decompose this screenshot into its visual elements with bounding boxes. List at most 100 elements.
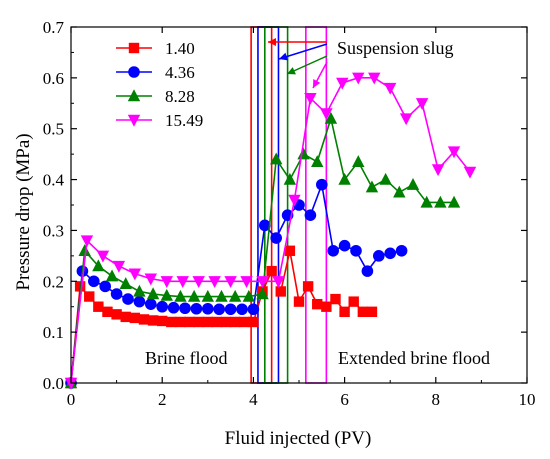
series-3-point-14 — [288, 194, 301, 207]
series-1-point-25 — [350, 244, 362, 257]
series-0-point-32 — [357, 306, 369, 317]
series-0-point-23 — [275, 286, 286, 297]
series-line-3 — [70, 77, 471, 384]
series-3-point-22 — [415, 98, 429, 110]
series-3-point-25 — [463, 166, 477, 179]
suspension-box-0 — [250, 26, 273, 384]
suspension-box-3 — [305, 26, 328, 384]
x-tick-label-0: 0 — [67, 390, 76, 409]
series-3-point-18 — [352, 72, 365, 85]
arrow-red — [268, 38, 327, 46]
suspension-slug-label: Suspension slug — [337, 38, 454, 58]
series-1-point-3 — [99, 280, 111, 293]
series-0-point-4 — [102, 306, 113, 317]
series-0-point-30 — [339, 306, 350, 317]
series-2-point-12 — [228, 289, 242, 302]
series-3-point-0 — [64, 377, 78, 390]
series-1-point-5 — [122, 293, 134, 305]
series-2-point-25 — [406, 177, 420, 190]
x-axis-title: Fluid injected (PV) — [225, 428, 372, 449]
series-1-point-4 — [110, 288, 123, 300]
arrow-blue — [278, 43, 328, 61]
series-0-point-20 — [248, 316, 259, 328]
series-1-point-24 — [338, 239, 351, 252]
legend: 1.40 4.36 8.28 15.49 — [116, 39, 203, 130]
series-0-point-13 — [184, 316, 195, 328]
series-2-point-22 — [365, 180, 379, 193]
series-2-point-20 — [338, 172, 351, 185]
series-2-point-10 — [201, 289, 214, 302]
series-3-point-8 — [192, 276, 205, 288]
series-0-point-7 — [129, 312, 141, 324]
legend-label-3: 15.49 — [165, 111, 203, 130]
series-3-point-24 — [447, 146, 461, 159]
series-2-point-16 — [283, 172, 297, 185]
series-3-point-12 — [256, 276, 269, 288]
series-0-point-31 — [348, 296, 359, 307]
series-0-point-6 — [120, 311, 131, 323]
y-tick-label-1: 0.1 — [43, 323, 64, 342]
series-3-point-19 — [368, 72, 381, 85]
series-1-point-26 — [361, 265, 374, 277]
series-0-point-28 — [321, 301, 332, 312]
series-0-point-5 — [111, 309, 122, 320]
series-2-point-1 — [78, 244, 91, 256]
y-tick-label-6: 0.6 — [43, 69, 64, 88]
series-2-point-28 — [447, 195, 461, 208]
series-2-point-26 — [420, 195, 433, 208]
legend-label-0: 1.40 — [165, 39, 195, 58]
series-2-point-6 — [146, 287, 160, 300]
series-2-point-18 — [311, 155, 324, 167]
series-2-point-14 — [256, 287, 269, 300]
series-0-point-11 — [166, 316, 177, 328]
series-3-point-3 — [112, 260, 126, 273]
series-1-point-16 — [247, 303, 260, 316]
series-3-point-1 — [80, 235, 94, 248]
series-3-point-11 — [240, 276, 253, 288]
series-0-point-26 — [302, 281, 314, 292]
series-2-point-8 — [174, 289, 187, 302]
series-0-point-16 — [211, 316, 223, 328]
series-1-point-27 — [373, 250, 385, 262]
series-3 — [64, 72, 477, 390]
series-3-point-13 — [272, 276, 285, 288]
series-3-point-16 — [320, 108, 333, 121]
series-1-point-17 — [259, 219, 271, 232]
series-3-point-10 — [224, 276, 237, 288]
series-2-point-3 — [105, 269, 119, 282]
series-1 — [65, 178, 408, 389]
series-2-point-11 — [215, 289, 228, 302]
series-3-point-23 — [431, 164, 445, 177]
arrow-magenta — [312, 61, 328, 89]
series-2-point-2 — [92, 259, 105, 272]
series-2-point-4 — [119, 277, 132, 290]
y-axis-title: Pressure drop (MPa) — [13, 133, 34, 290]
series-2 — [64, 111, 461, 389]
legend-marker-3 — [127, 114, 141, 127]
y-tick-label-2: 0.2 — [43, 272, 64, 291]
series-0-point-2 — [84, 291, 95, 302]
series-3-point-20 — [384, 82, 397, 95]
series-0-point-12 — [175, 316, 186, 328]
x-tick-label-1: 2 — [158, 390, 167, 409]
series-0-point-25 — [293, 296, 305, 307]
series-1-point-2 — [88, 275, 100, 288]
series-1-point-7 — [145, 298, 157, 310]
series-0-point-22 — [266, 265, 277, 277]
series-0-point-24 — [284, 245, 296, 256]
y-tick-label-4: 0.4 — [43, 171, 65, 190]
series-2-point-17 — [297, 147, 310, 160]
series-1-point-29 — [395, 244, 408, 257]
y-tick-label-5: 0.5 — [43, 120, 64, 139]
series-2-point-24 — [393, 185, 406, 198]
suspension-arrows — [268, 38, 328, 89]
y-tick-label-3: 0.3 — [43, 221, 64, 240]
series-1-point-6 — [133, 295, 146, 308]
series-1-point-13 — [213, 303, 225, 316]
series-1-point-28 — [384, 247, 397, 260]
series-1-point-10 — [179, 302, 191, 315]
legend-marker-1 — [128, 66, 140, 78]
x-tick-label-2: 4 — [249, 390, 258, 409]
